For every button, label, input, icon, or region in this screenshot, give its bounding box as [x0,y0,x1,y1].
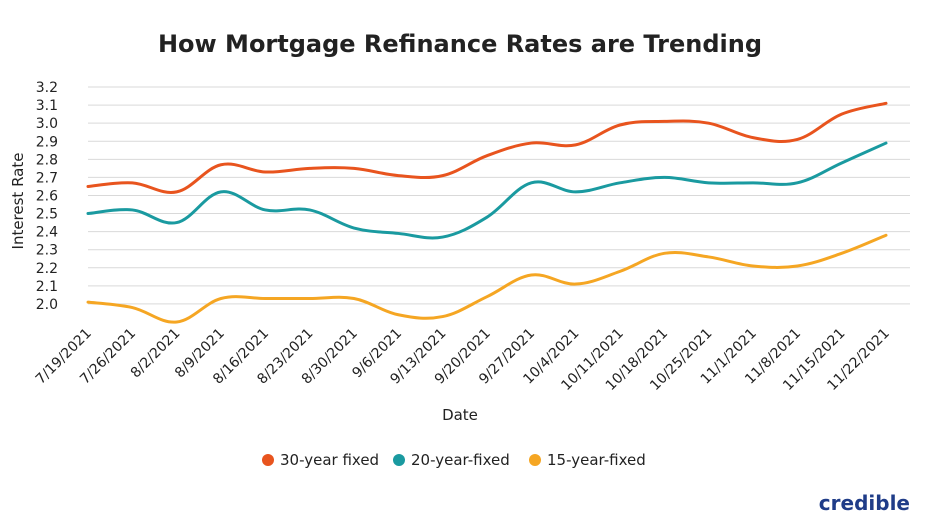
legend-marker [393,454,405,466]
series-line-0 [86,101,888,194]
y-tick-label: 3.2 [36,80,58,96]
series-line-2 [86,233,888,324]
y-axis-label: Interest Rate [9,153,27,250]
y-tick-label: 2.7 [36,170,58,186]
y-tick-label: 2.9 [36,134,58,150]
credible-logo: credible [819,491,910,515]
chart-title: How Mortgage Refinance Rates are Trendin… [158,30,762,58]
x-axis-ticks: 7/19/20217/26/20218/2/20218/9/20218/16/2… [33,326,893,394]
series-lines [86,101,888,324]
gridlines [88,86,910,305]
x-axis-label: Date [442,406,478,424]
y-tick-label: 2.5 [36,207,58,223]
y-tick-label: 2.8 [36,152,58,168]
y-tick-label: 2.6 [36,188,58,204]
series-line-1 [86,141,888,240]
y-tick-label: 2.4 [36,225,58,241]
y-axis-ticks: 3.2 3.1 3.0 2.9 2.8 2.7 2.6 2.5 2.4 2.3 2.2 2.1 2.0 [36,80,58,313]
y-tick-label: 2.3 [36,243,58,259]
y-tick-label: 2.0 [36,297,58,313]
legend-label: 20-year-fixed [411,451,510,469]
legend: 30-year fixed 20-year-fixed 15-year-fixed [262,451,646,469]
legend-label: 15-year-fixed [547,451,646,469]
legend-label: 30-year fixed [280,451,379,469]
legend-marker [262,454,274,466]
y-tick-label: 3.1 [36,98,58,114]
y-tick-label: 2.1 [36,279,58,295]
y-tick-label: 2.2 [36,261,58,277]
y-tick-label: 3.0 [36,116,58,132]
legend-marker [529,454,541,466]
